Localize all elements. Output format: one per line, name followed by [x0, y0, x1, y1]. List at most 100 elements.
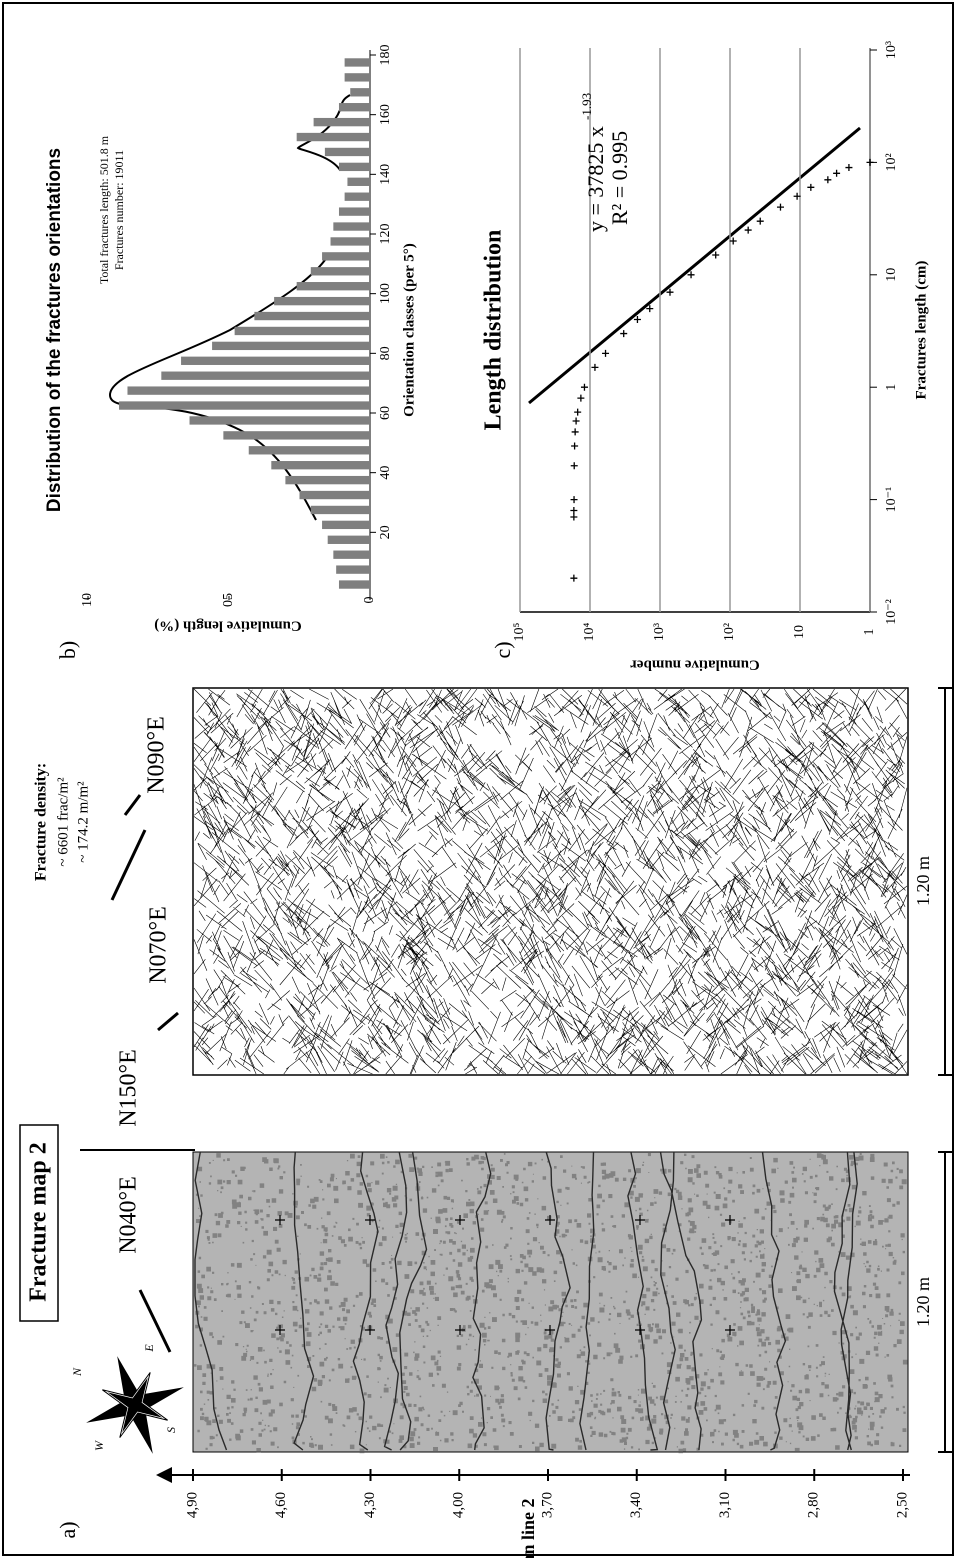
tick-label: 4,90	[184, 1492, 200, 1518]
compass-letter: S	[164, 1427, 178, 1433]
scale-label: 1.20 m	[913, 856, 933, 906]
y-tick-label: 10⁴	[582, 622, 597, 641]
bar	[127, 386, 370, 394]
bar	[254, 312, 370, 320]
bar	[322, 252, 370, 260]
chart-title: Distribution of the fractures orientatio…	[44, 148, 65, 512]
bar	[285, 476, 370, 484]
page: {"figure": {"panel_a": {"label": "a)", "…	[0, 0, 956, 1558]
y-tick-label: 1	[862, 629, 877, 636]
bar	[336, 565, 370, 573]
tick-label: 4,00	[451, 1492, 467, 1518]
compass-letter: W	[92, 1440, 106, 1451]
figure: a) Fracture map 2 N040°E N150°E N070°E N090°E…	[0, 0, 956, 1558]
bar	[339, 207, 370, 215]
bar	[339, 103, 370, 111]
chart-title: Length distribution	[481, 230, 507, 431]
orientation-label: N090°E	[144, 716, 170, 794]
density-value: ~ 174.2 m/m²	[75, 781, 91, 863]
y-axis-title: Cumulative length (%)	[154, 618, 302, 634]
tick-label: 2,80	[806, 1492, 822, 1518]
x-tick-label: 120	[378, 224, 393, 245]
bar	[345, 58, 370, 66]
axis-title: Scan line 2	[518, 1498, 538, 1558]
bar	[333, 222, 370, 230]
bar	[339, 580, 370, 588]
chart-note: Total fractures length: 501.8 m	[97, 135, 111, 284]
tick-label: 2,50	[894, 1492, 910, 1518]
x-tick-label: 10²	[884, 153, 899, 171]
map-title: Fracture map 2	[26, 1142, 52, 1302]
x-tick-label: 1	[884, 384, 899, 391]
density-value: ~ 6601 frac/m²	[55, 777, 71, 867]
tick-label: 3,40	[628, 1492, 644, 1518]
bar	[271, 461, 370, 469]
bar	[249, 446, 370, 454]
panel-label: a)	[55, 1521, 80, 1538]
bar	[345, 193, 370, 201]
y-tick-label: 0	[362, 597, 377, 604]
y-tick-label: 10	[792, 625, 807, 639]
bar	[297, 133, 370, 141]
compass-letter: N	[70, 1367, 84, 1377]
bar	[325, 148, 370, 156]
x-tick-label: 180	[378, 45, 393, 66]
density-title: Fracture density:	[33, 763, 50, 881]
bar	[345, 73, 370, 81]
chart-note: Fractures number: 19011	[112, 150, 126, 270]
bar	[161, 372, 370, 380]
bar	[235, 327, 370, 335]
y-tick-label: 10²	[722, 623, 737, 641]
y-tick-label: 05	[221, 593, 236, 607]
tick-label: 4,60	[273, 1492, 289, 1518]
x-tick-label: 80	[378, 346, 393, 360]
panel-label: b)	[55, 641, 80, 659]
x-tick-label: 10⁻¹	[884, 487, 899, 513]
bar	[339, 163, 370, 171]
bar	[350, 88, 370, 96]
bar	[119, 401, 370, 409]
y-tick-label: 10	[80, 593, 95, 607]
equation: y = 37825 x	[583, 126, 608, 232]
bar	[223, 431, 370, 439]
bar	[297, 282, 370, 290]
bar	[311, 267, 370, 275]
bar	[300, 491, 371, 499]
x-tick-label: 10	[884, 268, 899, 282]
orientation-label: N150°E	[116, 1049, 142, 1127]
bar	[190, 416, 370, 424]
r-squared: R² = 0.995	[607, 131, 632, 225]
bar	[322, 521, 370, 529]
x-tick-label: 20	[378, 525, 393, 539]
y-axis-title: Cumulative number	[630, 657, 760, 673]
x-tick-label: 10⁻²	[884, 599, 899, 625]
bar	[212, 342, 370, 350]
tick-label: 3,70	[539, 1492, 555, 1518]
bar	[274, 297, 370, 305]
x-tick-label: 40	[378, 466, 393, 480]
orientation-label: N040°E	[116, 1176, 142, 1254]
bar	[331, 237, 370, 245]
tick-label: 3,10	[717, 1492, 733, 1518]
bar	[181, 357, 370, 365]
panel-label: c)	[490, 641, 515, 658]
x-tick-label: 100	[378, 283, 393, 304]
y-tick-label: 10³	[652, 623, 667, 641]
orientation-label: N070°E	[146, 906, 172, 984]
bar	[328, 536, 370, 544]
x-tick-label: 140	[378, 164, 393, 185]
bar	[347, 178, 370, 186]
x-tick-label: 60	[378, 406, 393, 420]
equation-exponent: -1.93	[579, 93, 594, 120]
scale-label: 1.20 m	[913, 1277, 933, 1327]
y-tick-label: 10⁵	[512, 622, 527, 641]
bar	[333, 551, 370, 559]
x-axis-title: Orientation classes (per 5°)	[401, 243, 417, 417]
bar	[311, 506, 370, 514]
tick-label: 4,30	[362, 1492, 378, 1518]
compass-letter: E	[142, 1344, 156, 1353]
x-tick-label: 10³	[884, 41, 899, 59]
bar	[314, 118, 370, 126]
x-axis-title: Fractures length (cm)	[913, 261, 929, 400]
x-tick-label: 160	[378, 104, 393, 125]
